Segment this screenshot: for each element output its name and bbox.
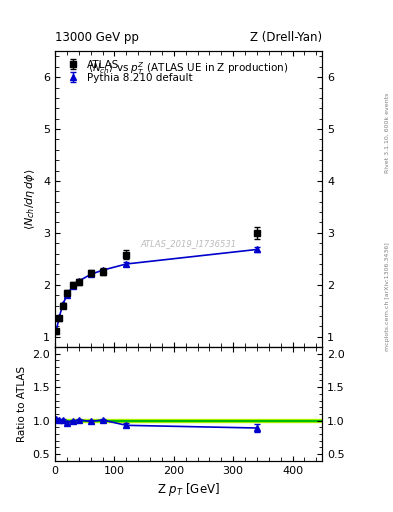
- Text: $\langle N_{ch}\rangle$ vs $p^{Z}_{T}$ (ATLAS UE in Z production): $\langle N_{ch}\rangle$ vs $p^{Z}_{T}$ (…: [88, 60, 289, 77]
- Y-axis label: Ratio to ATLAS: Ratio to ATLAS: [17, 366, 27, 442]
- Bar: [55, 419, 322, 422]
- Text: Rivet 3.1.10, 600k events: Rivet 3.1.10, 600k events: [385, 93, 389, 173]
- Text: mcplots.cern.ch [arXiv:1306.3436]: mcplots.cern.ch [arXiv:1306.3436]: [385, 243, 389, 351]
- Text: 13000 GeV pp: 13000 GeV pp: [55, 31, 139, 44]
- Y-axis label: $\langle N_{ch}/d\eta\, d\phi\rangle$: $\langle N_{ch}/d\eta\, d\phi\rangle$: [24, 168, 37, 230]
- Legend: ATLAS, Pythia 8.210 default: ATLAS, Pythia 8.210 default: [60, 56, 196, 86]
- Bar: [55, 420, 322, 421]
- Text: ATLAS_2019_I1736531: ATLAS_2019_I1736531: [141, 239, 237, 248]
- X-axis label: Z $p_T$ [GeV]: Z $p_T$ [GeV]: [157, 481, 220, 498]
- Text: Z (Drell-Yan): Z (Drell-Yan): [250, 31, 322, 44]
